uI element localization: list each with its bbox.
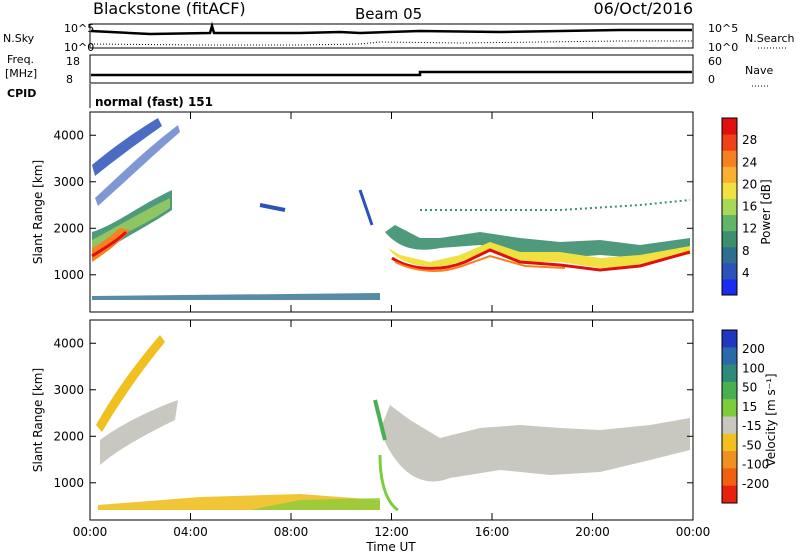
colorbar-segment [722,182,737,199]
y-tick-label: 4000 [53,128,84,142]
velocity-data-layer [96,335,690,512]
velocity-colorbar: 200 100 50 15 -15 -50 -100 -200 [721,329,769,504]
x-tick-label: 20:00 [575,525,610,539]
colorbar-segment [722,347,737,366]
y-tick-label: 1000 [53,268,84,282]
x-tick-label: 04:00 [173,525,208,539]
cpid-value: normal (fast) 151 [95,95,213,109]
velocity-colorbar-label: Velocity [m s⁻¹] [764,373,778,466]
colorbar-segment [722,330,737,348]
colorbar-segment [722,262,737,280]
velocity-y-axis: 1000 2000 3000 4000 [53,336,693,490]
colorbar-tick-label: 50 [742,381,757,395]
colorbar-tick-label: 200 [742,342,765,356]
colorbar-segment [722,246,737,264]
x-tick-label: 00:00 [676,525,711,539]
colorbar-tick-label: -15 [742,419,762,433]
noise-right-label: N.Search [745,32,795,45]
colorbar-segment [722,416,737,435]
colorbar-tick-label: 4 [742,266,750,280]
colorbar-segment [722,198,737,216]
y-tick-label: 1000 [53,476,84,490]
freq-trace [91,70,692,77]
power-colorbar: 4 8 12 16 20 24 28 [721,117,757,296]
colorbar-frame [721,329,738,504]
power-ylabel: Slant Range [km] [31,160,45,264]
x-tick-label: 16:00 [475,525,510,539]
freq-label-2: [MHz] [5,67,37,80]
colorbar-segment [722,485,737,504]
colorbar-segment [722,468,737,487]
velocity-ylabel: Slant Range [km] [31,368,45,472]
colorbar-segment [722,364,737,383]
noise-panel-frame [89,23,694,49]
power-plot-bg [90,112,693,312]
noise-search-trace [90,40,692,46]
nave-tick-60: 60 [708,55,722,68]
colorbar-segment [722,451,737,469]
power-y-axis: 1000 2000 3000 4000 [53,128,693,282]
beam-title: Beam 05 [355,5,422,23]
noise-top-tick-left: 10^5 [64,22,94,35]
colorbar-tick-label: -200 [742,477,769,491]
power-panel: 1000 2000 3000 4000 Slant Range [km] 4 8 12 16… [31,111,773,313]
power-data-layer [91,118,691,300]
y-tick-label: 3000 [53,175,84,189]
colorbar-tick-label: -100 [742,458,769,472]
y-tick-label: 2000 [53,429,84,443]
freq-tick-18: 18 [66,55,80,68]
colorbar-tick-label: 16 [742,200,757,214]
colorbar-segment [722,399,737,417]
colorbar-tick-label: -50 [742,438,762,452]
velocity-panel: 1000 2000 3000 4000 Slant Range [km] 200 100… [31,319,778,521]
noise-sky-trace [90,21,692,36]
freq-label-1: Freq. [7,53,34,66]
date-title: 06/Oct/2016 [593,0,693,18]
nave-tick-0: 0 [708,73,715,86]
noise-top-tick-right: 10^5 [708,22,738,35]
x-tick-label: 00:00 [73,525,108,539]
colorbar-tick-label: 24 [742,155,757,169]
colorbar-segment [722,166,737,183]
cpid-label: CPID [7,87,36,100]
colorbar-segment [722,118,737,135]
y-tick-label: 3000 [53,383,84,397]
noise-bottom-tick-right: 10^0 [708,41,738,54]
colorbar-segment [722,214,737,232]
colorbar-segment [722,150,737,167]
colorbar-tick-label: 8 [742,244,750,258]
station-title: Blackstone (fitACF) [93,0,246,18]
noise-bottom-tick-left: 10^0 [64,41,94,54]
colorbar-tick-label: 20 [742,177,757,191]
time-axis: 00:00 04:00 08:00 12:00 16:00 20:00 00:00 [73,112,711,539]
colorbar-tick-label: 12 [742,222,757,236]
nave-label: Nave [745,64,773,77]
colorbar-frame [721,117,738,296]
time-axis-label: Time UT [365,540,416,554]
colorbar-segment [722,278,737,296]
noise-left-label: N.Sky [3,32,35,45]
colorbar-tick-label: 100 [742,361,765,375]
freq-tick-8: 8 [66,73,73,86]
x-tick-label: 12:00 [374,525,409,539]
freq-panel-frame [89,54,694,84]
y-tick-label: 4000 [53,336,84,350]
power-colorbar-label: Power [dB] [759,179,773,244]
colorbar-segment [722,230,737,248]
colorbar-segment [722,381,737,400]
colorbar-segment [722,433,737,452]
y-tick-label: 2000 [53,221,84,235]
colorbar-tick-label: 28 [742,133,757,147]
x-tick-label: 08:00 [274,525,309,539]
colorbar-tick-label: 15 [742,400,757,414]
colorbar-segment [722,134,737,151]
